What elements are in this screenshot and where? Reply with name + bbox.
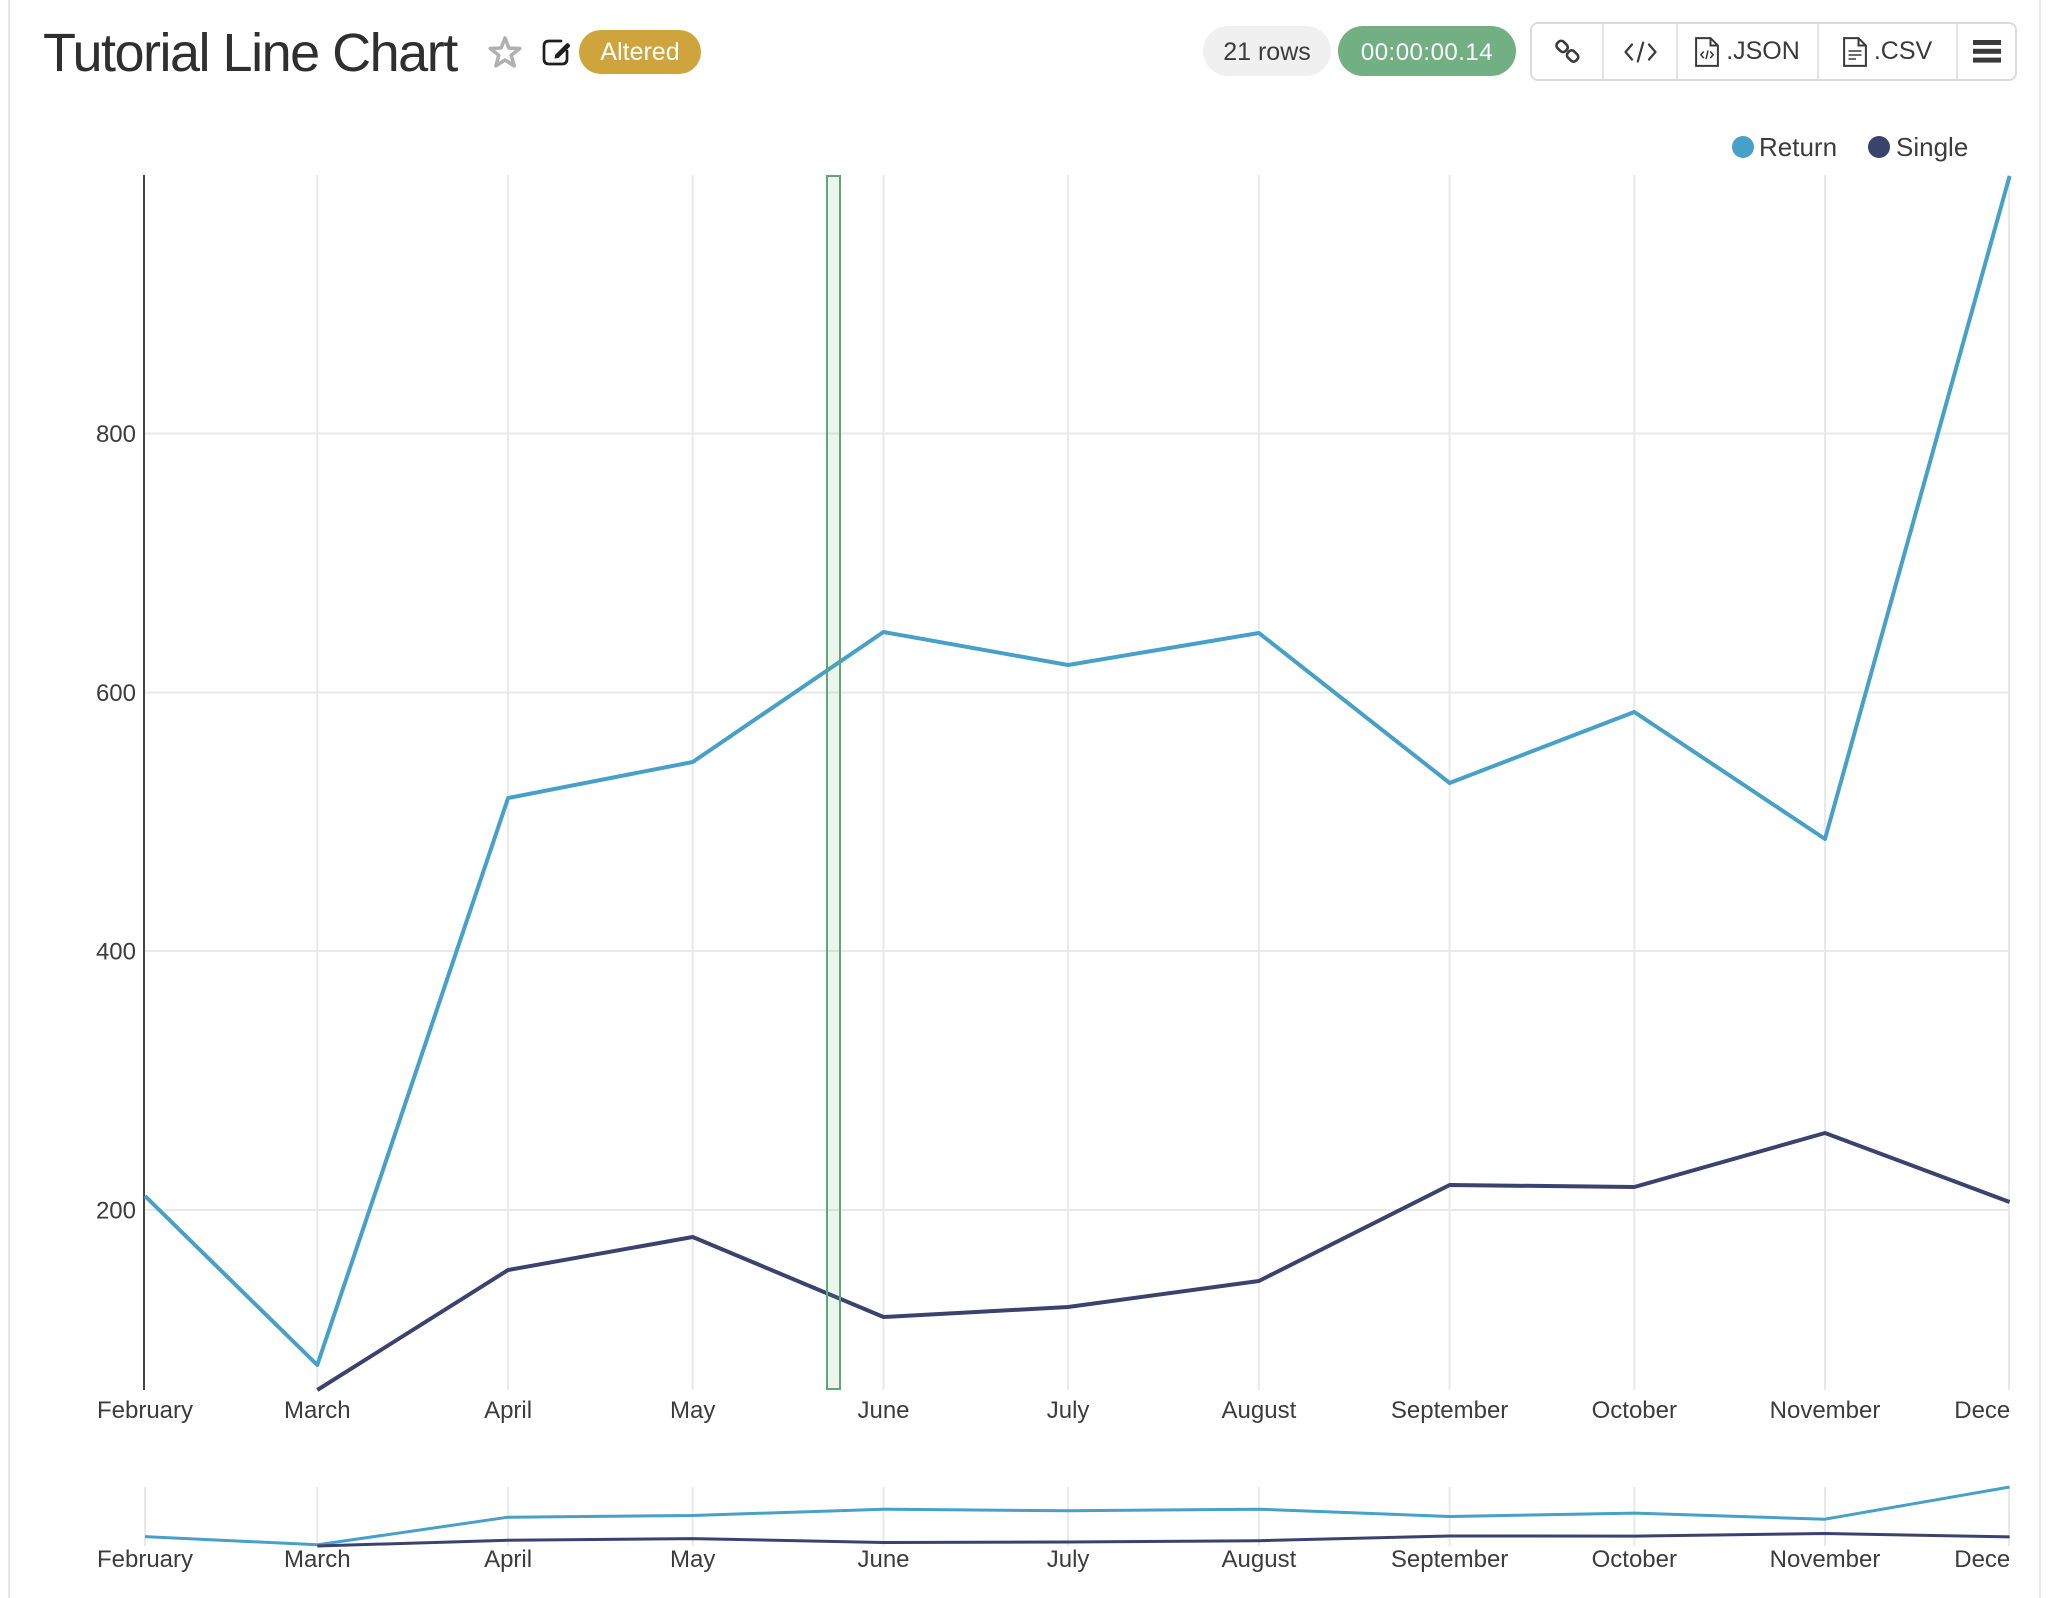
svg-text:March: March [284, 1397, 351, 1424]
svg-text:May: May [670, 1397, 715, 1424]
svg-text:May: May [670, 1546, 715, 1573]
svg-text:400: 400 [96, 939, 136, 966]
svg-text:June: June [857, 1546, 909, 1573]
svg-text:August: August [1222, 1397, 1297, 1424]
svg-text:July: July [1047, 1546, 1090, 1573]
svg-text:Return: Return [1759, 132, 1837, 162]
svg-text:November: November [1770, 1546, 1881, 1573]
svg-text:February: February [97, 1546, 193, 1573]
svg-text:August: August [1222, 1546, 1297, 1573]
svg-text:September: September [1391, 1397, 1508, 1424]
svg-text:200: 200 [96, 1198, 136, 1225]
svg-text:July: July [1047, 1397, 1090, 1424]
svg-text:October: October [1592, 1546, 1677, 1573]
svg-text:March: March [284, 1546, 351, 1573]
svg-text:October: October [1592, 1397, 1677, 1424]
svg-text:November: November [1770, 1397, 1881, 1424]
svg-text:December: December [1954, 1546, 2050, 1573]
svg-text:600: 600 [96, 680, 136, 707]
svg-text:June: June [857, 1397, 909, 1424]
svg-text:April: April [484, 1546, 532, 1573]
svg-text:September: September [1391, 1546, 1508, 1573]
svg-text:Single: Single [1896, 132, 1968, 162]
svg-text:December: December [1954, 1397, 2050, 1424]
svg-text:800: 800 [96, 421, 136, 448]
svg-text:April: April [484, 1397, 532, 1424]
svg-text:February: February [97, 1397, 193, 1424]
